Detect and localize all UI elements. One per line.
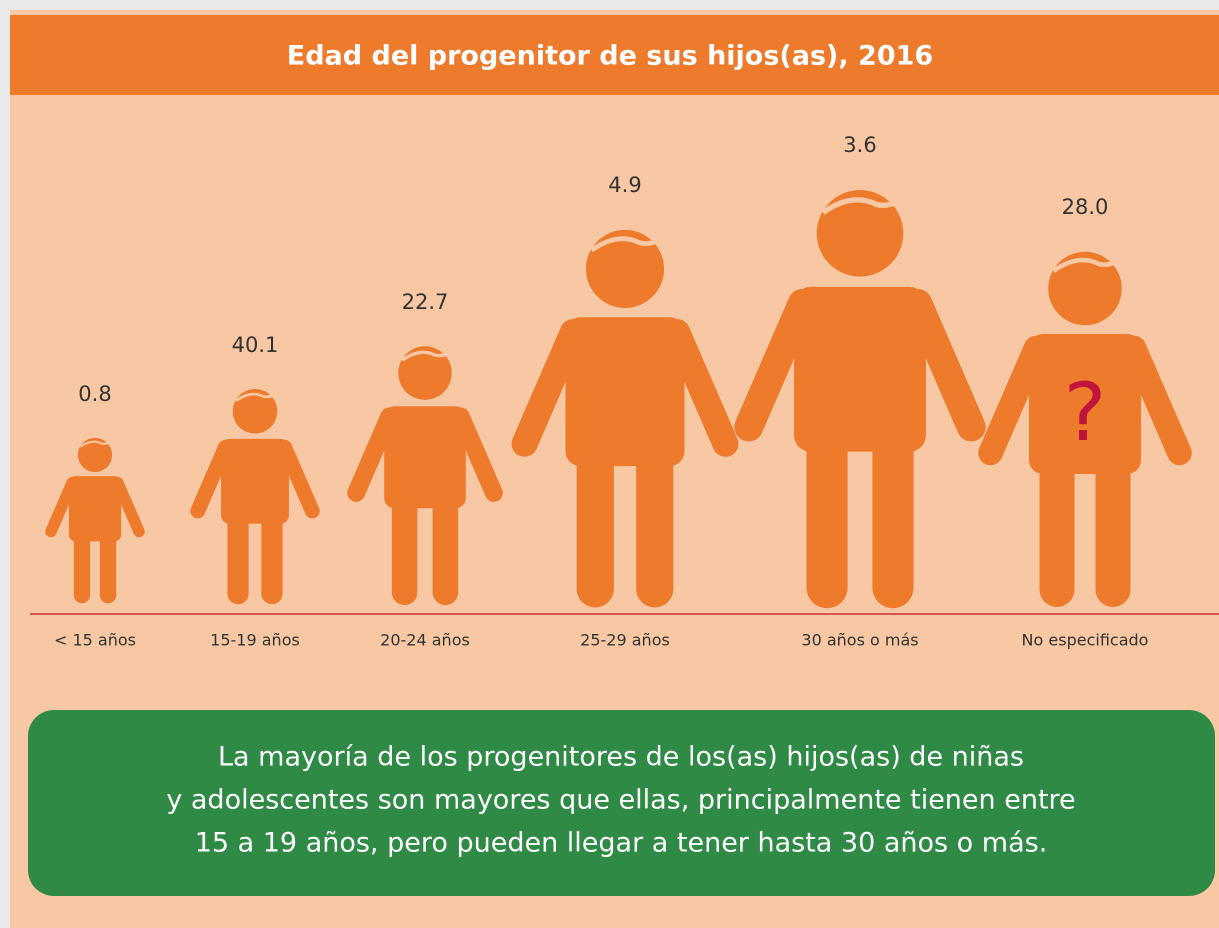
figures (45, 190, 1192, 609)
person-icon (978, 251, 1192, 607)
arm (347, 407, 399, 502)
hair (235, 389, 282, 402)
hair (821, 190, 912, 215)
value-label: 22.7 (402, 290, 449, 314)
head (232, 389, 278, 434)
arm (277, 439, 320, 519)
torso (794, 286, 926, 452)
arm (734, 288, 817, 442)
torso (1029, 334, 1141, 474)
torso (68, 476, 122, 542)
head (585, 229, 665, 308)
arm (45, 476, 78, 538)
arm (664, 319, 739, 457)
question-mark: ? (1064, 366, 1106, 459)
torso (565, 317, 685, 467)
person-icon (511, 229, 739, 608)
person-icon (45, 437, 145, 604)
category-label: 30 años o más (801, 631, 918, 650)
value-label: 0.8 (78, 382, 111, 406)
person-icon (347, 346, 503, 606)
note-line: 15 a 19 años, pero pueden llegar a tener… (195, 828, 1048, 859)
arm (1121, 335, 1192, 466)
arm (903, 288, 986, 442)
category-label: 25-29 años (580, 631, 670, 650)
person-icon (734, 190, 986, 609)
category-label: 20-24 años (380, 631, 470, 650)
note-box (28, 710, 1215, 896)
note-line: La mayoría de los progenitores de los(as… (218, 742, 1024, 773)
category-label: < 15 años (54, 631, 136, 650)
arm (978, 335, 1049, 466)
hair (590, 229, 672, 253)
header-bar (10, 15, 1219, 95)
value-label: 3.6 (843, 133, 876, 157)
category-label: 15-19 años (210, 631, 300, 650)
title: Edad del progenitor de sus hijos(as), 20… (287, 41, 933, 72)
hair (79, 437, 116, 448)
note-line: y adolescentes son mayores que ellas, pr… (166, 785, 1075, 816)
arm (511, 319, 586, 457)
value-label: 40.1 (232, 333, 279, 357)
arm (190, 439, 233, 519)
arm (451, 407, 503, 502)
arm (112, 476, 145, 538)
head (1048, 251, 1122, 326)
value-label: 4.9 (608, 173, 641, 197)
head (77, 437, 113, 473)
torso (384, 406, 466, 509)
hair (401, 346, 457, 362)
torso (221, 438, 289, 524)
category-label: No especificado (1022, 631, 1149, 650)
person-icon (190, 389, 320, 605)
head (816, 190, 904, 277)
head (398, 346, 452, 400)
hair (1052, 251, 1129, 273)
value-label: 28.0 (1062, 195, 1109, 219)
